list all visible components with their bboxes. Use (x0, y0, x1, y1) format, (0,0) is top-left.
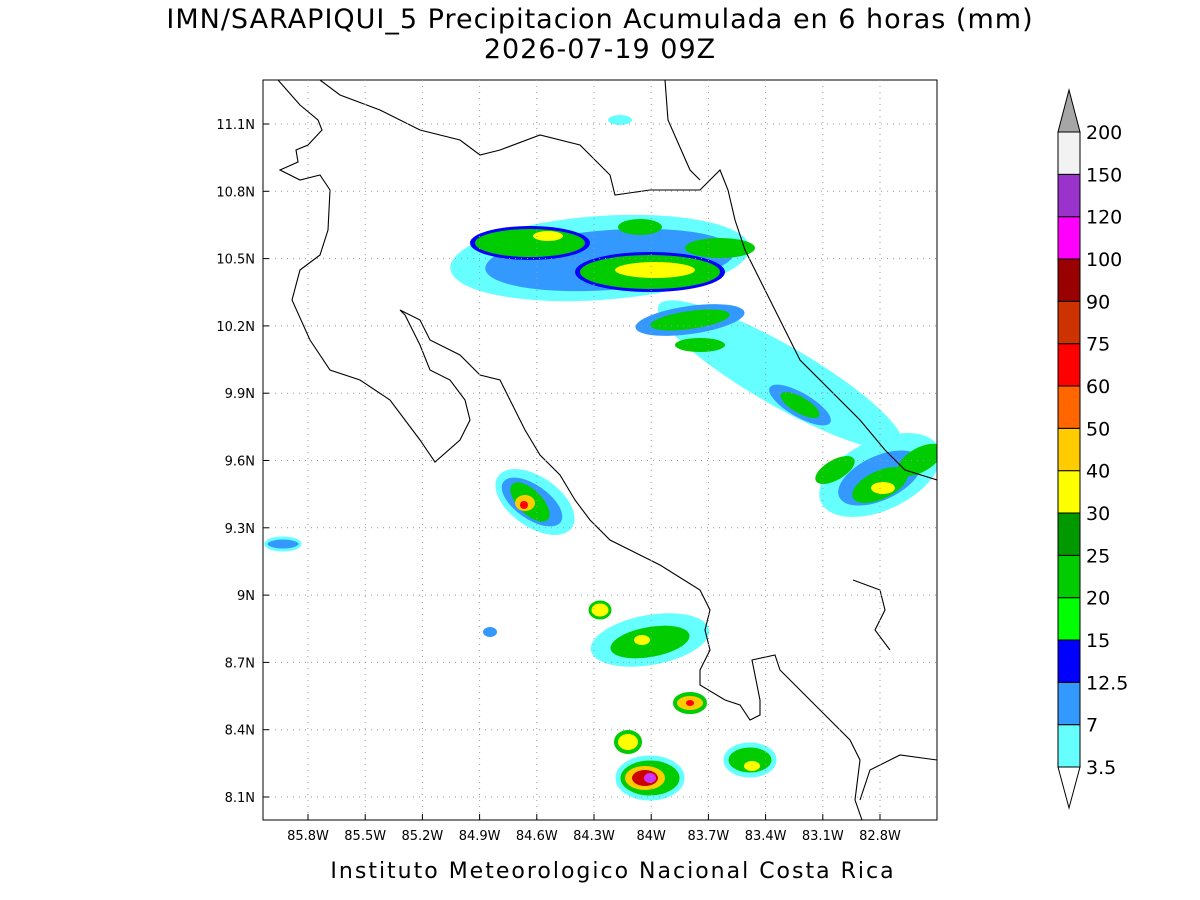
footer: Instituto Meteorologico Nacional Costa R… (330, 859, 895, 884)
lat-label: 10.2N (216, 320, 255, 335)
colorbar-label: 3.5 (1086, 757, 1116, 779)
colorbar-label: 15 (1086, 630, 1110, 652)
colorbar-label: 7 (1086, 715, 1098, 737)
lon-label: 83.7W (687, 829, 729, 844)
lon-label: 83.4W (745, 829, 787, 844)
lat-label: 8.1N (225, 791, 255, 806)
lat-label: 9.9N (225, 387, 255, 402)
colorbar-label: 12.5 (1086, 672, 1128, 694)
colorbar-segment (1057, 639, 1081, 683)
colorbar-segment (1057, 131, 1081, 175)
precip-area (264, 115, 937, 801)
lat-label: 10.8N (216, 185, 255, 200)
colorbar-over (1057, 88, 1081, 133)
colorbar-segment (1057, 385, 1081, 429)
map-ticks: 11.1N 10.8N 10.5N 10.2N 9.9N 9.6N 9.3N 9N 8.7N 8.… (216, 80, 937, 844)
lat-label: 8.7N (225, 656, 255, 671)
colorbar-label: 75 (1086, 334, 1110, 356)
colorbar-segment (1057, 173, 1081, 218)
lat-label: 9.6N (225, 455, 255, 470)
colorbar-label: 200 (1086, 122, 1122, 144)
lat-label: 8.4N (225, 724, 255, 739)
colorbar-label: 50 (1086, 418, 1110, 440)
lat-label: 9.3N (225, 522, 255, 537)
lat-label: 9N (237, 589, 255, 604)
colorbar-label: 150 (1086, 164, 1122, 186)
lon-label: 82.8W (859, 829, 901, 844)
colorbar-segment (1057, 216, 1081, 260)
colorbar-label: 25 (1086, 545, 1110, 567)
colorbar-segment (1057, 597, 1081, 641)
colorbar-label: 30 (1086, 503, 1110, 525)
colorbar-label: 60 (1086, 376, 1110, 398)
lat-label: 11.1N (216, 118, 255, 133)
colorbar-segment (1057, 724, 1081, 768)
colorbar-label: 100 (1086, 249, 1122, 271)
colorbar-label: 120 (1086, 207, 1122, 229)
colorbar-segment (1057, 258, 1081, 302)
lon-label: 85.5W (344, 829, 386, 844)
colorbar-segment (1057, 512, 1081, 556)
lon-label: 83.1W (802, 829, 844, 844)
colorbar-segment (1057, 681, 1081, 726)
colorbar-under (1057, 766, 1081, 810)
colorbar-label: 20 (1086, 588, 1110, 610)
map-frame (262, 79, 938, 821)
colorbar-segment (1057, 343, 1081, 387)
lon-label: 84.3W (573, 829, 615, 844)
lon-label: 85.2W (401, 829, 443, 844)
subtitle: 2026-07-19 09Z (484, 34, 716, 65)
lat-label: 10.5N (216, 253, 255, 268)
lon-label: 85.8W (287, 829, 329, 844)
colorbar-label: 90 (1086, 291, 1110, 313)
colorbar: 3.5 7 12.5 15 20 25 30 40 50 60 75 90 100 120 150 200 (1057, 88, 1128, 810)
colorbar-segment (1057, 427, 1081, 472)
colorbar-segment (1057, 300, 1081, 345)
lon-label: 84.6W (516, 829, 558, 844)
colorbar-segment (1057, 554, 1081, 599)
lon-label: 84.9W (459, 829, 501, 844)
lon-label: 84W (636, 829, 666, 844)
title: IMN/SARAPIQUI_5 Precipitacion Acumulada … (166, 4, 1033, 35)
colorbar-segment (1057, 470, 1081, 514)
colorbar-label: 40 (1086, 461, 1110, 483)
map (264, 80, 937, 820)
